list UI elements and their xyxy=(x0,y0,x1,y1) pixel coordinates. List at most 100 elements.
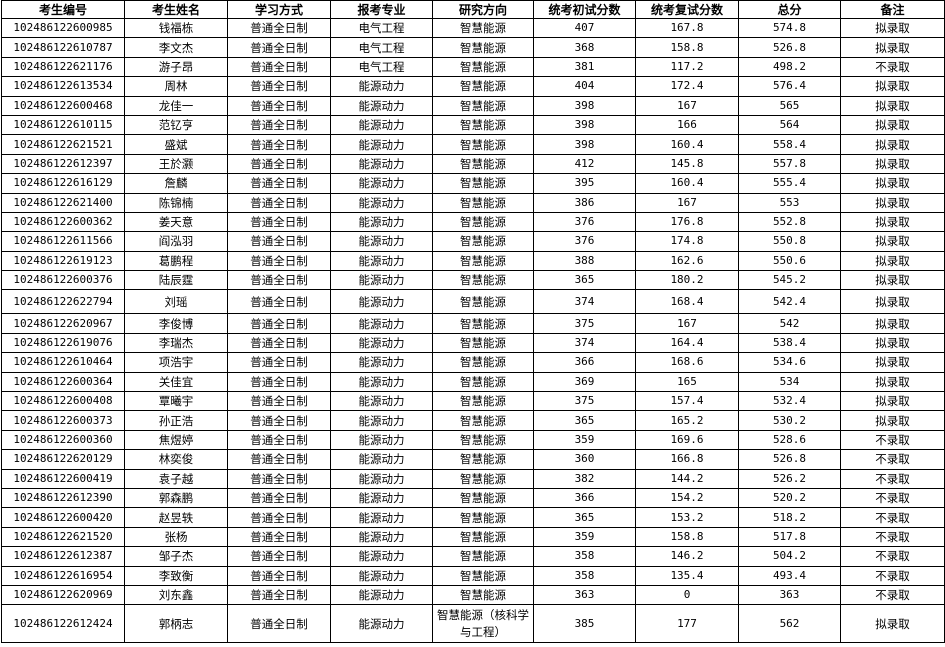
table-row: 102486122612424 郭柄志 普通全日制 能源动力 智慧能源（核科学与工程） 3… xyxy=(1,604,945,644)
cell-candidate-name: 周林 xyxy=(124,76,228,97)
cell-candidate-id: 102486122610115 xyxy=(1,114,125,136)
table-row: 102486122600364 关佳宜 普通全日制 能源动力 智慧能源 369 165 534… xyxy=(1,371,945,393)
cell-remark: 不录取 xyxy=(840,507,945,528)
cell-candidate-name: 范钇亨 xyxy=(124,114,228,136)
cell-study-mode: 普通全日制 xyxy=(227,449,331,470)
cell-major: 能源动力 xyxy=(330,546,433,567)
table-row: 102486122613534 周林 普通全日制 能源动力 智慧能源 404 172.4 57… xyxy=(1,76,945,97)
cell-retest-score: 166.8 xyxy=(635,449,739,470)
table-row: 102486122621400 陈锦楠 普通全日制 能源动力 智慧能源 386 167 553… xyxy=(1,192,945,213)
cell-total-score: 542 xyxy=(738,313,841,334)
cell-candidate-id: 102486122611566 xyxy=(1,231,125,252)
cell-candidate-id: 102486122600364 xyxy=(1,371,125,393)
cell-remark: 拟录取 xyxy=(840,211,945,233)
cell-candidate-name: 关佳宜 xyxy=(124,371,228,393)
cell-total-score: 564 xyxy=(738,114,841,136)
cell-study-mode: 普通全日制 xyxy=(227,332,331,354)
cell-study-mode: 普通全日制 xyxy=(227,17,331,39)
cell-candidate-id: 102486122612390 xyxy=(1,487,125,509)
cell-candidate-id: 102486122621400 xyxy=(1,192,125,213)
cell-major: 能源动力 xyxy=(330,153,433,175)
cell-research-direction: 智慧能源 xyxy=(432,76,534,97)
cell-candidate-id: 102486122600468 xyxy=(1,95,125,116)
cell-candidate-name: 王於灏 xyxy=(124,153,228,175)
cell-candidate-id: 102486122616954 xyxy=(1,565,125,586)
cell-major: 能源动力 xyxy=(330,410,433,431)
cell-initial-score: 366 xyxy=(533,352,636,373)
cell-retest-score: 160.4 xyxy=(635,134,739,155)
cell-major: 能源动力 xyxy=(330,429,433,451)
cell-candidate-name: 郭柄志 xyxy=(124,604,228,644)
cell-candidate-name: 刘东鑫 xyxy=(124,584,228,606)
cell-candidate-id: 102486122600420 xyxy=(1,507,125,528)
cell-candidate-id: 102486122600362 xyxy=(1,211,125,233)
cell-major: 能源动力 xyxy=(330,211,433,233)
table-row: 102486122619123 葛鹏程 普通全日制 能源动力 智慧能源 388 162.6 5… xyxy=(1,250,945,272)
cell-initial-score: 404 xyxy=(533,76,636,97)
cell-research-direction: 智慧能源 xyxy=(432,391,534,412)
cell-initial-score: 395 xyxy=(533,173,636,194)
cell-remark: 拟录取 xyxy=(840,270,945,291)
cell-remark: 拟录取 xyxy=(840,604,945,644)
cell-candidate-id: 102486122616129 xyxy=(1,173,125,194)
cell-study-mode: 普通全日制 xyxy=(227,546,331,567)
cell-candidate-name: 李俊博 xyxy=(124,313,228,334)
cell-total-score: 526.2 xyxy=(738,468,841,489)
cell-study-mode: 普通全日制 xyxy=(227,134,331,155)
cell-retest-score: 146.2 xyxy=(635,546,739,567)
cell-total-score: 534 xyxy=(738,371,841,393)
table-row: 102486122610464 项浩宇 普通全日制 能源动力 智慧能源 366 168.6 5… xyxy=(1,352,945,373)
cell-retest-score: 164.4 xyxy=(635,332,739,354)
cell-initial-score: 388 xyxy=(533,250,636,272)
cell-candidate-id: 102486122612424 xyxy=(1,604,125,644)
cell-initial-score: 407 xyxy=(533,17,636,39)
cell-retest-score: 0 xyxy=(635,584,739,606)
cell-initial-score: 375 xyxy=(533,313,636,334)
cell-initial-score: 398 xyxy=(533,114,636,136)
cell-research-direction: 智慧能源 xyxy=(432,192,534,213)
cell-remark: 拟录取 xyxy=(840,352,945,373)
cell-study-mode: 普通全日制 xyxy=(227,429,331,451)
cell-initial-score: 365 xyxy=(533,507,636,528)
cell-research-direction: 智慧能源 xyxy=(432,371,534,393)
cell-total-score: 542.4 xyxy=(738,289,841,315)
header-remark: 备注 xyxy=(840,0,945,19)
cell-retest-score: 166 xyxy=(635,114,739,136)
cell-research-direction: 智慧能源 xyxy=(432,352,534,373)
cell-initial-score: 365 xyxy=(533,410,636,431)
cell-total-score: 504.2 xyxy=(738,546,841,567)
cell-initial-score: 374 xyxy=(533,332,636,354)
cell-initial-score: 376 xyxy=(533,211,636,233)
cell-total-score: 526.8 xyxy=(738,37,841,58)
cell-remark: 拟录取 xyxy=(840,231,945,252)
cell-retest-score: 145.8 xyxy=(635,153,739,175)
cell-study-mode: 普通全日制 xyxy=(227,565,331,586)
cell-total-score: 498.2 xyxy=(738,56,841,78)
cell-candidate-id: 102486122612397 xyxy=(1,153,125,175)
cell-research-direction: 智慧能源 xyxy=(432,56,534,78)
cell-major: 能源动力 xyxy=(330,352,433,373)
cell-research-direction: 智慧能源 xyxy=(432,410,534,431)
cell-candidate-id: 102486122619076 xyxy=(1,332,125,354)
cell-initial-score: 386 xyxy=(533,192,636,213)
header-row: 考生编号 考生姓名 学习方式 报考专业 研究方向 统考初试分数 统考复试分数 总分 备注 xyxy=(1,0,945,19)
cell-major: 能源动力 xyxy=(330,76,433,97)
table-row: 102486122620129 林奕俊 普通全日制 能源动力 智慧能源 360 166.8 5… xyxy=(1,449,945,470)
cell-candidate-id: 102486122621521 xyxy=(1,134,125,155)
cell-major: 能源动力 xyxy=(330,565,433,586)
cell-initial-score: 360 xyxy=(533,449,636,470)
cell-remark: 不录取 xyxy=(840,487,945,509)
cell-candidate-name: 李文杰 xyxy=(124,37,228,58)
cell-candidate-name: 钱福栋 xyxy=(124,17,228,39)
cell-research-direction: 智慧能源 xyxy=(432,429,534,451)
cell-initial-score: 374 xyxy=(533,289,636,315)
cell-remark: 不录取 xyxy=(840,56,945,78)
cell-initial-score: 398 xyxy=(533,134,636,155)
cell-initial-score: 412 xyxy=(533,153,636,175)
cell-total-score: 562 xyxy=(738,604,841,644)
cell-major: 能源动力 xyxy=(330,250,433,272)
cell-research-direction: 智慧能源 xyxy=(432,526,534,548)
header-major: 报考专业 xyxy=(330,0,433,19)
cell-study-mode: 普通全日制 xyxy=(227,173,331,194)
cell-major: 电气工程 xyxy=(330,56,433,78)
